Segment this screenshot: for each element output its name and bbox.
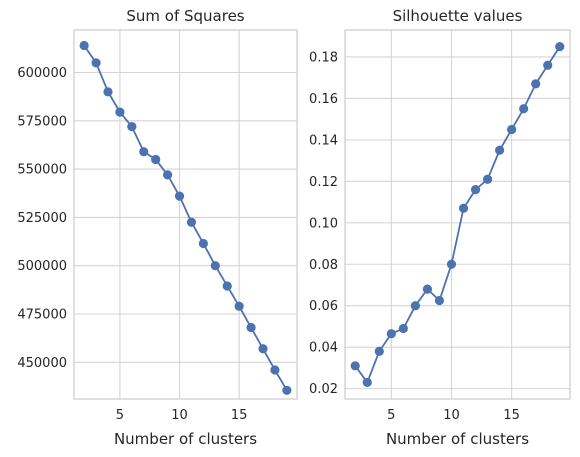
data-point: [103, 87, 113, 97]
data-point: [398, 323, 408, 334]
data-point: [446, 259, 457, 269]
data-point: [234, 301, 244, 311]
data-point: [434, 295, 445, 306]
data-point: [519, 104, 529, 114]
data-point: [91, 58, 101, 68]
data-point: [470, 185, 481, 195]
x-tick-label: 10: [171, 408, 188, 423]
x-tick-label: 10: [443, 408, 460, 423]
y-tick-label: 575000: [17, 114, 67, 129]
data-point: [543, 60, 553, 70]
data-point: [422, 284, 433, 294]
data-point: [386, 329, 396, 339]
data-point: [174, 191, 185, 201]
data-point: [282, 385, 292, 395]
x-tick-label: 5: [116, 408, 124, 423]
y-tick-label: 0.18: [309, 50, 338, 65]
y-tick-label: 550000: [17, 163, 67, 178]
y-tick-label: 600000: [17, 66, 67, 81]
data-point: [495, 145, 505, 155]
series-silhouette: [350, 41, 565, 388]
data-point: [246, 322, 256, 333]
y-tick-label: 0.16: [309, 92, 338, 107]
y-tick-label: 525000: [17, 211, 67, 226]
data-point: [482, 174, 493, 184]
data-point: [79, 40, 89, 51]
y-tick-label: 0.02: [309, 382, 338, 397]
x-axis-title: Number of clusters: [386, 430, 529, 448]
axes-frame: [73, 29, 298, 400]
data-point: [410, 301, 420, 311]
series-sum-of-squares: [79, 40, 292, 395]
chart-silhouette-values: 5 10 15 0.02 0.04 0.06 0.08 0.10 0.12 0.14 0.16 0.1…: [309, 7, 571, 448]
y-tick-label: 0.06: [309, 299, 338, 314]
data-point: [258, 344, 268, 354]
grid-sum-of-squares: [74, 30, 297, 399]
y-tick-label: 0.14: [309, 133, 338, 148]
chart-title: Silhouette values: [393, 7, 523, 25]
y-tick-label: 0.10: [309, 216, 338, 231]
data-point: [507, 124, 517, 135]
x-tick-label: 15: [231, 408, 248, 423]
data-point: [270, 365, 280, 375]
y-tick-label: 450000: [17, 356, 67, 371]
data-point: [350, 361, 360, 371]
data-point: [222, 281, 232, 291]
data-point: [362, 377, 372, 388]
chart-sum-of-squares: 5 10 15 450000 475000 500000 525000 550000 57500…: [17, 7, 298, 448]
frame-sum-of-squares: [73, 29, 298, 400]
data-point: [151, 154, 161, 165]
data-point: [186, 217, 197, 227]
data-point: [198, 238, 208, 249]
y-tick-label: 475000: [17, 307, 67, 322]
plot-area-sum-of-squares: [74, 30, 297, 399]
y-tick-label: 500000: [17, 259, 67, 274]
x-tick-label: 5: [387, 408, 395, 423]
data-point: [139, 147, 149, 157]
data-point: [531, 79, 541, 89]
chart-title: Sum of Squares: [126, 7, 244, 25]
y-tick-label: 0.08: [309, 258, 338, 273]
ticks-sum-of-squares: 5 10 15 450000 475000 500000 525000 550000 57500…: [17, 66, 247, 423]
data-point: [115, 107, 125, 117]
y-tick-label: 0.12: [309, 175, 338, 190]
frame-silhouette: [344, 29, 571, 400]
y-tick-label: 0.04: [309, 341, 338, 356]
data-point: [374, 346, 384, 356]
data-point: [210, 261, 220, 271]
data-point: [163, 170, 173, 180]
axes-frame: [344, 29, 571, 400]
x-tick-label: 15: [503, 408, 520, 423]
ticks-silhouette: 5 10 15 0.02 0.04 0.06 0.08 0.10 0.12 0.14 0.16 0.1…: [309, 50, 520, 423]
data-point: [127, 121, 137, 132]
data-point: [555, 41, 565, 52]
data-point: [458, 203, 469, 213]
x-axis-title: Number of clusters: [114, 430, 257, 448]
